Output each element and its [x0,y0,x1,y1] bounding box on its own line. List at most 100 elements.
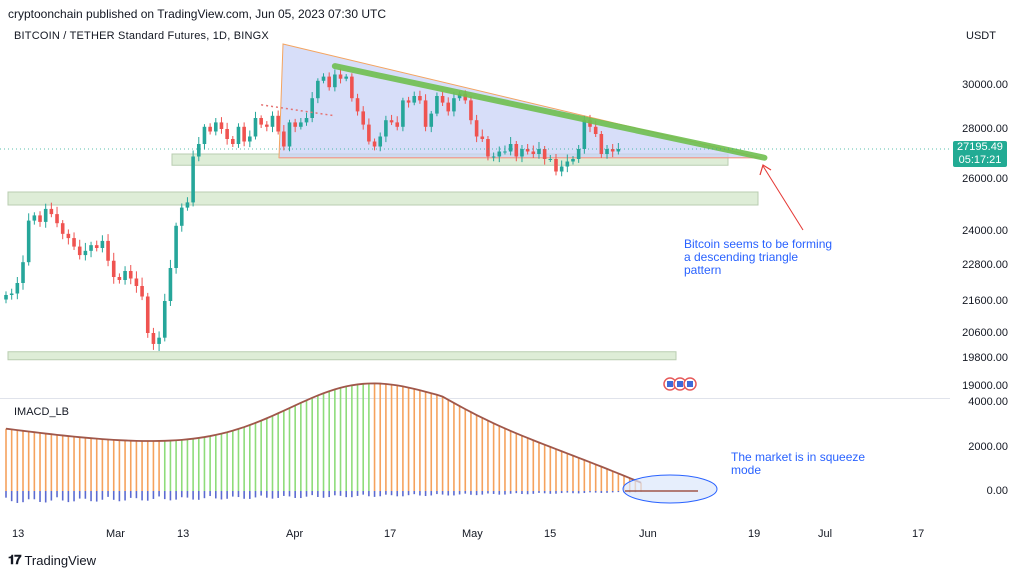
candle-body [49,208,54,215]
candle-body [463,93,468,101]
x-axis-tick: 17 [912,528,925,540]
candle-body [554,159,558,172]
candle-body [338,74,343,79]
triangle-note-line-2: a descending triangle [684,250,799,264]
candle-body [435,96,439,114]
x-axis-tick: Mar [106,528,125,540]
x-axis-tick: 15 [544,528,557,540]
candle-body [480,136,485,139]
events-flag-icon[interactable] [663,377,697,391]
candle-body [310,98,314,118]
candle-body [38,215,42,222]
candle-body [174,225,178,268]
candle-body [423,100,428,127]
y-axis-tick: 30000.00 [962,79,1008,91]
triangle-note-line-1: Bitcoin seems to be forming [684,237,833,251]
candle-body [327,76,331,88]
brand-name: TradingView [24,552,97,568]
candle-body [350,76,354,99]
annotation-arrow [762,165,804,231]
published-caption: cryptoonchain published on TradingView.c… [8,7,387,21]
y-axis-tick: 20600.00 [962,327,1008,339]
candle-body [60,223,65,234]
candle-body [616,149,621,152]
candle-body [15,283,20,294]
last-price-tag: 27195.49 05:17:21 [953,141,1007,167]
y-axis-tick: 21600.00 [962,295,1008,307]
candle-body [367,124,371,142]
candle-body [474,120,479,137]
macd-y-tick: 4000.00 [968,396,1008,408]
candle-body [576,149,581,159]
descending-trendline [331,63,768,161]
candle-body [497,151,502,157]
candle-body [525,149,530,152]
candle-body [4,295,8,300]
candle-body [452,98,456,112]
candle-body [457,93,462,99]
candle-body [26,220,31,263]
y-axis-tick: 26000.00 [962,173,1008,185]
candle-body [599,134,604,154]
x-axis-tick: 17 [384,528,397,540]
tradingview-footer[interactable]: 𝟏𝟕 TradingView [8,552,96,568]
candle-body [384,120,388,137]
y-axis-tick: 24000.00 [962,225,1008,237]
candle-body [299,122,303,127]
candle-body [77,246,82,256]
arrowhead-icon [759,164,772,176]
candle-body [548,159,553,160]
candle-body [179,207,184,226]
candle-body [469,100,473,121]
candle-body [123,271,127,280]
support-zone-2 [7,191,759,206]
candle-body [168,268,173,301]
candle-body [378,136,383,147]
candle-body [270,115,275,127]
candle-body [259,118,263,125]
candle-body [219,122,224,129]
candle-body [185,202,190,208]
y-axis-tick: 28000.00 [962,123,1008,135]
candle-body [344,76,348,79]
pane-divider[interactable] [0,398,950,399]
candle-body [503,151,507,153]
candle-body [128,271,133,279]
candle-body [145,296,150,333]
symbol-title[interactable]: BITCOIN / TETHER Standard Futures, 1D, B… [14,30,269,42]
candle-body [440,96,445,103]
candle-body [162,301,167,338]
candle-body [293,122,297,127]
squeeze-note-line-2: mode [731,463,762,477]
candle-body [9,293,14,295]
candle-body [401,100,405,127]
squeeze-annotation: The market is in squeeze mode [731,451,865,477]
x-axis-tick: Jun [639,528,657,540]
candle-body [100,240,105,248]
candle-body [106,240,110,261]
macd-line [5,382,642,484]
candle-body [202,126,207,144]
candle-body [151,333,156,344]
candle-body [406,100,411,103]
candle-body [134,278,139,286]
candle-body [491,156,496,158]
candle-body [389,120,394,123]
candle-body [361,111,366,125]
candle-body [111,260,116,277]
currency-label: USDT [966,30,996,42]
y-axis-tick: 19000.00 [962,380,1008,392]
candle-body [66,233,71,239]
candle-body [32,215,37,221]
candle-body [355,98,360,112]
candle-body [83,250,88,256]
candle-body [208,126,212,132]
candle-body [21,262,25,283]
candle-body [55,214,59,224]
candle-body [140,286,144,297]
x-axis-tick: 19 [748,528,761,540]
tradingview-logo-icon: 𝟏𝟕 [8,552,22,567]
indicator-name[interactable]: IMACD_LB [14,406,70,418]
candle-body [321,76,326,81]
